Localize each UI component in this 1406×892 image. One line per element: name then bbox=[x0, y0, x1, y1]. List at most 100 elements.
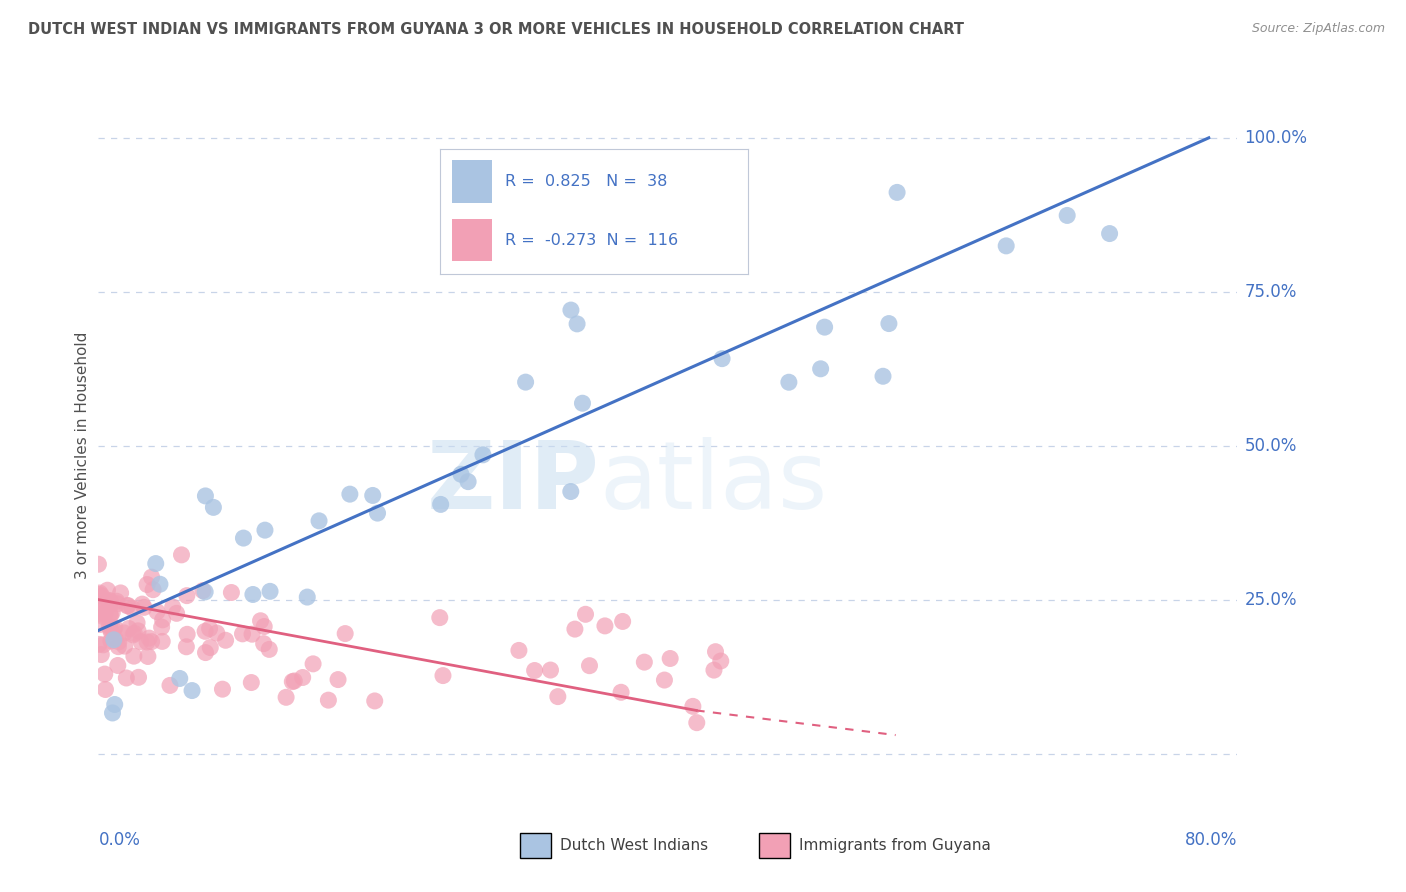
Point bbox=[90, 589, 112, 603]
Point bbox=[335, 626, 357, 640]
Point bbox=[259, 584, 281, 599]
Point bbox=[194, 585, 217, 599]
Text: R =  0.825   N =  38: R = 0.825 N = 38 bbox=[505, 174, 666, 189]
Point bbox=[610, 685, 633, 699]
Point bbox=[125, 615, 148, 630]
Text: Dutch West Indians: Dutch West Indians bbox=[560, 838, 707, 853]
Text: Source: ZipAtlas.com: Source: ZipAtlas.com bbox=[1251, 22, 1385, 36]
Text: R =  -0.273  N =  116: R = -0.273 N = 116 bbox=[505, 233, 678, 248]
Point bbox=[105, 597, 128, 611]
Point bbox=[202, 500, 225, 515]
Point bbox=[169, 672, 191, 686]
Point bbox=[104, 698, 127, 712]
Point bbox=[710, 654, 733, 668]
Point bbox=[98, 597, 121, 611]
Point bbox=[89, 586, 111, 600]
Point bbox=[94, 682, 117, 697]
Point bbox=[242, 587, 264, 601]
Point bbox=[471, 448, 494, 462]
Point bbox=[200, 640, 222, 655]
Point bbox=[318, 693, 340, 707]
Point bbox=[115, 599, 138, 613]
Text: ZIP: ZIP bbox=[426, 437, 599, 529]
Point bbox=[593, 619, 616, 633]
Point bbox=[326, 673, 349, 687]
Point bbox=[127, 624, 149, 638]
Point bbox=[150, 634, 173, 648]
Point bbox=[194, 646, 217, 660]
Point bbox=[291, 671, 314, 685]
Point bbox=[101, 706, 124, 720]
Point bbox=[90, 602, 112, 616]
Point bbox=[166, 607, 188, 621]
Point bbox=[211, 682, 233, 697]
Point bbox=[1098, 227, 1121, 241]
Point bbox=[101, 606, 124, 620]
Point bbox=[107, 640, 129, 654]
Point bbox=[253, 637, 276, 651]
Point bbox=[429, 610, 451, 624]
Point bbox=[94, 667, 117, 681]
Point bbox=[297, 590, 319, 604]
Point bbox=[523, 664, 546, 678]
Text: 50.0%: 50.0% bbox=[1244, 437, 1296, 455]
Point bbox=[240, 627, 263, 641]
Text: 25.0%: 25.0% bbox=[1244, 591, 1296, 608]
Point bbox=[221, 585, 243, 599]
Point bbox=[194, 624, 217, 639]
Point bbox=[578, 658, 600, 673]
Point bbox=[150, 620, 173, 634]
Text: 80.0%: 80.0% bbox=[1185, 831, 1237, 849]
Point bbox=[103, 623, 125, 637]
Point bbox=[814, 320, 837, 334]
Point bbox=[104, 621, 127, 635]
Text: 100.0%: 100.0% bbox=[1244, 128, 1308, 147]
Point bbox=[450, 467, 472, 482]
Point bbox=[129, 634, 152, 648]
Point bbox=[191, 583, 214, 598]
Point bbox=[1056, 209, 1078, 223]
Point bbox=[198, 622, 221, 636]
Point bbox=[131, 597, 153, 611]
Point bbox=[574, 607, 596, 622]
Point bbox=[181, 683, 204, 698]
Point bbox=[142, 582, 165, 597]
Point bbox=[138, 631, 160, 645]
Point bbox=[339, 487, 361, 501]
Point bbox=[90, 648, 112, 662]
Point bbox=[302, 657, 325, 671]
Point bbox=[115, 671, 138, 685]
Point bbox=[100, 622, 122, 636]
Point bbox=[429, 497, 451, 511]
Point bbox=[877, 317, 900, 331]
Point bbox=[104, 632, 127, 646]
Point bbox=[232, 531, 254, 545]
Point bbox=[100, 608, 122, 623]
Point bbox=[162, 600, 184, 615]
Point bbox=[122, 649, 145, 664]
Point bbox=[145, 557, 167, 571]
Point bbox=[560, 484, 582, 499]
Point bbox=[810, 361, 832, 376]
Point bbox=[149, 577, 172, 591]
Point bbox=[612, 615, 634, 629]
Point bbox=[308, 514, 330, 528]
Point bbox=[704, 645, 727, 659]
Point bbox=[214, 633, 236, 648]
Point bbox=[136, 635, 159, 649]
Point bbox=[274, 690, 297, 705]
Point bbox=[564, 622, 586, 636]
Point bbox=[146, 605, 169, 619]
Point bbox=[91, 638, 114, 652]
Point bbox=[89, 617, 111, 632]
Y-axis label: 3 or more Vehicles in Household: 3 or more Vehicles in Household bbox=[75, 331, 90, 579]
Text: 75.0%: 75.0% bbox=[1244, 283, 1296, 301]
Point bbox=[90, 607, 112, 622]
Point bbox=[231, 627, 253, 641]
Point bbox=[457, 475, 479, 489]
Point bbox=[682, 699, 704, 714]
Point bbox=[547, 690, 569, 704]
Point bbox=[361, 488, 384, 502]
Point bbox=[560, 303, 582, 318]
Point bbox=[515, 375, 537, 389]
